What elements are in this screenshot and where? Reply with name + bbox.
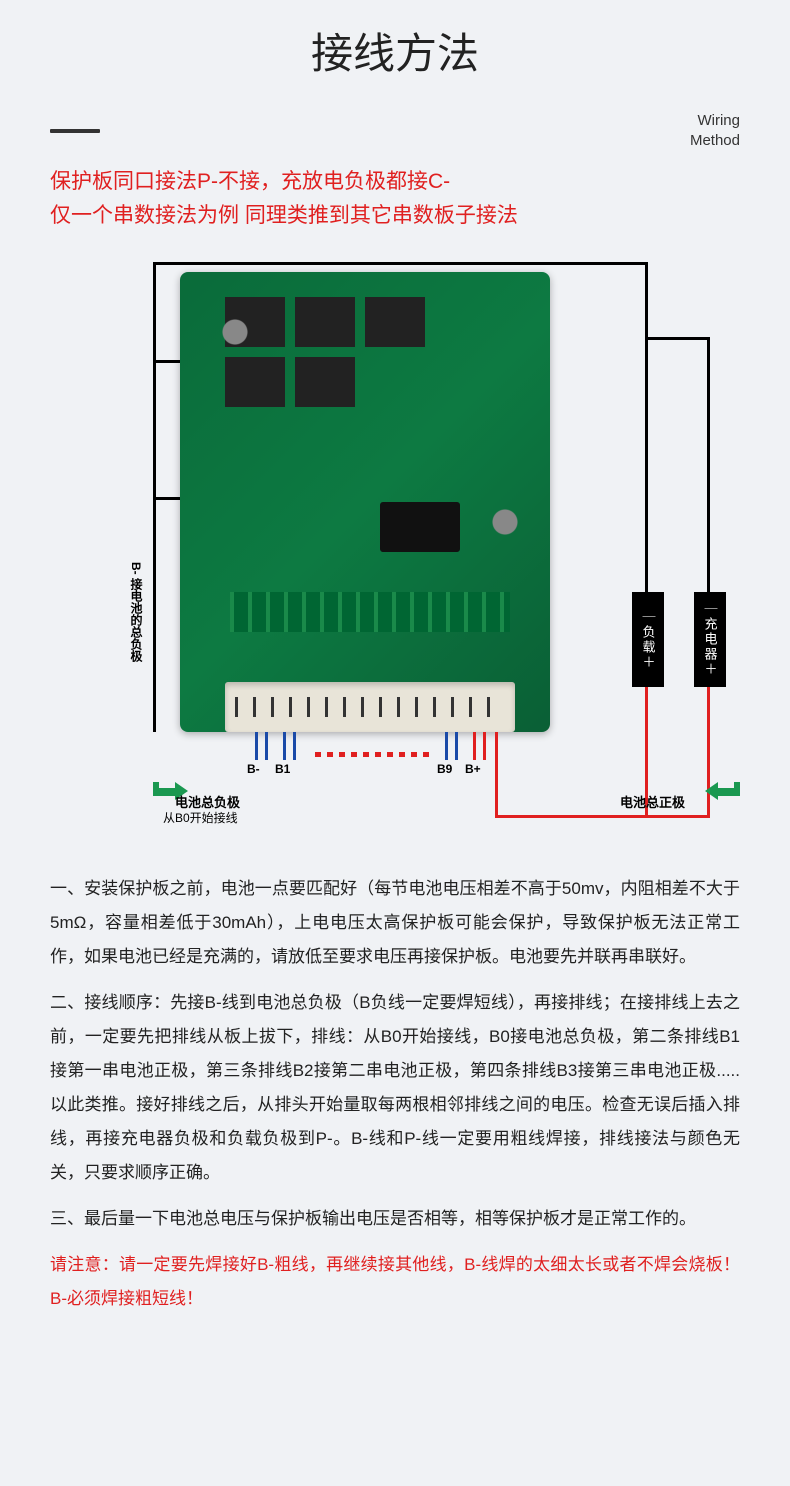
pcb-chip bbox=[380, 502, 460, 552]
label-b9: B9 bbox=[437, 762, 452, 776]
side-label-b-minus: B- 接电池的总负极 bbox=[128, 562, 145, 662]
subtitle-english: Wiring Method bbox=[690, 111, 740, 150]
label-b-plus: B+ bbox=[465, 762, 481, 776]
instruction-para-3: 三、最后量一下电池总电压与保护板输出电压是否相等，相等保护板才是正常工作的。 bbox=[50, 1202, 740, 1236]
cell-connection-marks bbox=[255, 732, 495, 782]
subtitle-en-1: Wiring bbox=[690, 111, 740, 131]
cell-tick bbox=[445, 732, 448, 760]
pcb-connector bbox=[225, 682, 515, 732]
cell-dots bbox=[315, 752, 435, 757]
wiring-diagram: ｜负载＋ ｜充电器＋ B- B1 B9 B+ B- 接电池的总负极 bbox=[50, 262, 740, 842]
page-title: 接线方法 bbox=[50, 20, 740, 81]
pcb-board bbox=[180, 272, 550, 732]
instruction-para-2: 二、接线顺序：先接B-线到电池总负极（B负线一定要焊短线），再接排线；在接排线上… bbox=[50, 986, 740, 1190]
label-b-minus: B- bbox=[247, 762, 260, 776]
wire-black bbox=[707, 337, 710, 592]
charger-box: ｜充电器＋ bbox=[694, 592, 726, 687]
arrow-green-icon bbox=[705, 782, 740, 800]
wire-black bbox=[648, 337, 710, 340]
wire-red bbox=[495, 732, 498, 817]
red-note-line2: 仅一个串数接法为例 同理类推到其它串数板子接法 bbox=[50, 199, 740, 233]
load-box: ｜负载＋ bbox=[632, 592, 664, 687]
subtitle-en-2: Method bbox=[690, 131, 740, 151]
wire-red bbox=[495, 815, 710, 818]
pcb-components bbox=[230, 592, 510, 632]
dash-decoration bbox=[50, 129, 100, 133]
cell-tick-red bbox=[483, 732, 486, 760]
cell-tick bbox=[455, 732, 458, 760]
label-b1: B1 bbox=[275, 762, 290, 776]
cell-tick bbox=[293, 732, 296, 760]
wire-black bbox=[153, 262, 648, 265]
red-note-line1: 保护板同口接法P-不接，充放电负极都接C- bbox=[50, 165, 740, 199]
instruction-para-1: 一、安装保护板之前，电池一点要匹配好（每节电池电压相差不高于50mv，内阻相差不… bbox=[50, 872, 740, 974]
label-battery-negative-sub: 从B0开始接线 bbox=[163, 809, 238, 826]
cell-tick bbox=[265, 732, 268, 760]
red-warning-top: 保护板同口接法P-不接，充放电负极都接C- 仅一个串数接法为例 同理类推到其它串… bbox=[50, 165, 740, 232]
wire-black bbox=[645, 262, 648, 592]
cell-tick bbox=[283, 732, 286, 760]
subtitle-row: Wiring Method bbox=[50, 111, 740, 150]
cell-tick-red bbox=[473, 732, 476, 760]
cell-tick bbox=[255, 732, 258, 760]
instruction-para-warning: 请注意：请一定要先焊接好B-粗线，再继续接其他线，B-线焊的太细太长或者不焊会烧… bbox=[50, 1248, 740, 1316]
label-battery-positive: 电池总正极 bbox=[620, 792, 685, 811]
